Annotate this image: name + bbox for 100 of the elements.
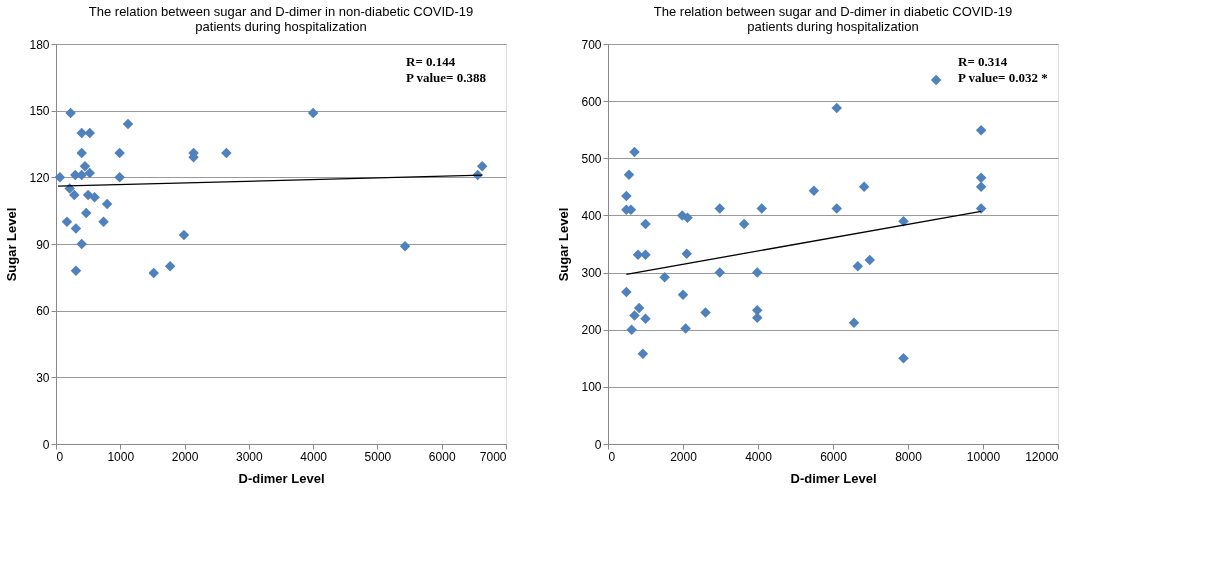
point [101, 198, 113, 210]
y-tick-label: 500 [581, 151, 602, 166]
point [864, 254, 875, 266]
point [114, 172, 125, 183]
x-tick-label: 8000 [895, 449, 923, 464]
x-tick-label: 0 [608, 449, 616, 464]
y-tick-label: 120 [29, 170, 50, 185]
point [221, 147, 232, 159]
point [659, 271, 670, 283]
point [84, 127, 95, 139]
point [70, 223, 82, 234]
point [98, 216, 109, 228]
x-tick-label: 6000 [820, 449, 848, 464]
y-tick-label: 150 [29, 104, 50, 119]
point [65, 107, 76, 119]
y-tick-label: 90 [36, 237, 50, 252]
point [629, 146, 640, 158]
point [626, 324, 637, 335]
point [69, 189, 80, 201]
x-tick-label: 4000 [745, 449, 773, 464]
x-tick-label: 1000 [107, 449, 135, 464]
point [858, 181, 870, 193]
point [76, 147, 87, 159]
point [752, 267, 763, 278]
point [114, 147, 125, 159]
point [84, 167, 95, 179]
y-axis-title: Sugar Level [4, 207, 20, 282]
x-tick-label: 2000 [171, 449, 199, 464]
point [79, 160, 91, 172]
x-axis-title: D-dimer Level [238, 470, 325, 486]
y-tick-label: 180 [29, 37, 50, 52]
y-tick-label: 200 [581, 323, 602, 338]
point [677, 289, 689, 301]
point [680, 323, 691, 334]
point [930, 74, 942, 86]
point [621, 190, 632, 202]
point [621, 286, 632, 298]
x-tick-label: 12000 [1025, 449, 1059, 464]
x-tick-label: 10000 [966, 449, 1001, 464]
point [76, 238, 87, 250]
point [975, 172, 987, 183]
point [399, 240, 411, 252]
x-tick-label: 6000 [428, 449, 456, 464]
point [637, 348, 649, 359]
point [640, 218, 651, 230]
annotation: R= 0.144 [406, 54, 456, 69]
point [714, 267, 725, 278]
point [178, 229, 190, 241]
point [122, 118, 134, 130]
y-axis-title: Sugar Level [556, 207, 572, 282]
point [898, 353, 909, 364]
point [714, 203, 725, 214]
point [623, 169, 635, 181]
y-tick-label: 600 [581, 94, 602, 109]
point [640, 249, 651, 261]
y-tick-label: 300 [581, 266, 602, 281]
x-axis-title: D-dimer Level [790, 470, 877, 486]
point [831, 203, 842, 214]
point [738, 218, 750, 230]
y-tick-label: 0 [42, 437, 50, 452]
y-tick-label: 60 [36, 304, 50, 319]
y-tick-label: 30 [36, 370, 50, 385]
point [682, 212, 693, 223]
point [852, 261, 863, 272]
point [700, 307, 711, 318]
annotation: P value= 0.388 [406, 70, 487, 85]
point [54, 172, 66, 183]
x-tick-label: 3000 [236, 449, 264, 464]
x-tick-label: 4000 [300, 449, 328, 464]
point [633, 302, 645, 314]
y-tick-label: 100 [581, 380, 602, 395]
point [89, 192, 100, 203]
point [148, 267, 159, 279]
y-tick-label: 0 [594, 437, 602, 452]
point [76, 127, 87, 139]
x-tick-label: 5000 [364, 449, 392, 464]
point [848, 317, 860, 329]
point [831, 102, 842, 114]
annotation: P value= 0.032 * [958, 70, 1048, 85]
point [975, 125, 987, 136]
point [629, 310, 640, 321]
y-tick-label: 700 [581, 37, 602, 52]
y-tick-label: 400 [581, 208, 602, 223]
annotation: R= 0.314 [958, 54, 1008, 69]
point [80, 207, 92, 219]
point [70, 265, 82, 276]
x-tick-label: 2000 [670, 449, 698, 464]
point [975, 181, 987, 193]
point [476, 160, 488, 172]
x-tick-label: 7000 [479, 449, 507, 464]
chart-title: The relation between sugar and D-dimer in diabetic COVID-19 patients during hospitalization [653, 4, 1013, 34]
x-tick-label: 0 [56, 449, 64, 464]
point [307, 107, 319, 119]
point [640, 313, 651, 325]
chart-title: The relation between sugar and D-dimer in non-diabetic COVID-19 patients during hospitalization [88, 4, 474, 34]
point [681, 248, 692, 259]
point [61, 216, 73, 228]
point [164, 260, 176, 272]
point [756, 203, 767, 214]
point [808, 185, 820, 197]
